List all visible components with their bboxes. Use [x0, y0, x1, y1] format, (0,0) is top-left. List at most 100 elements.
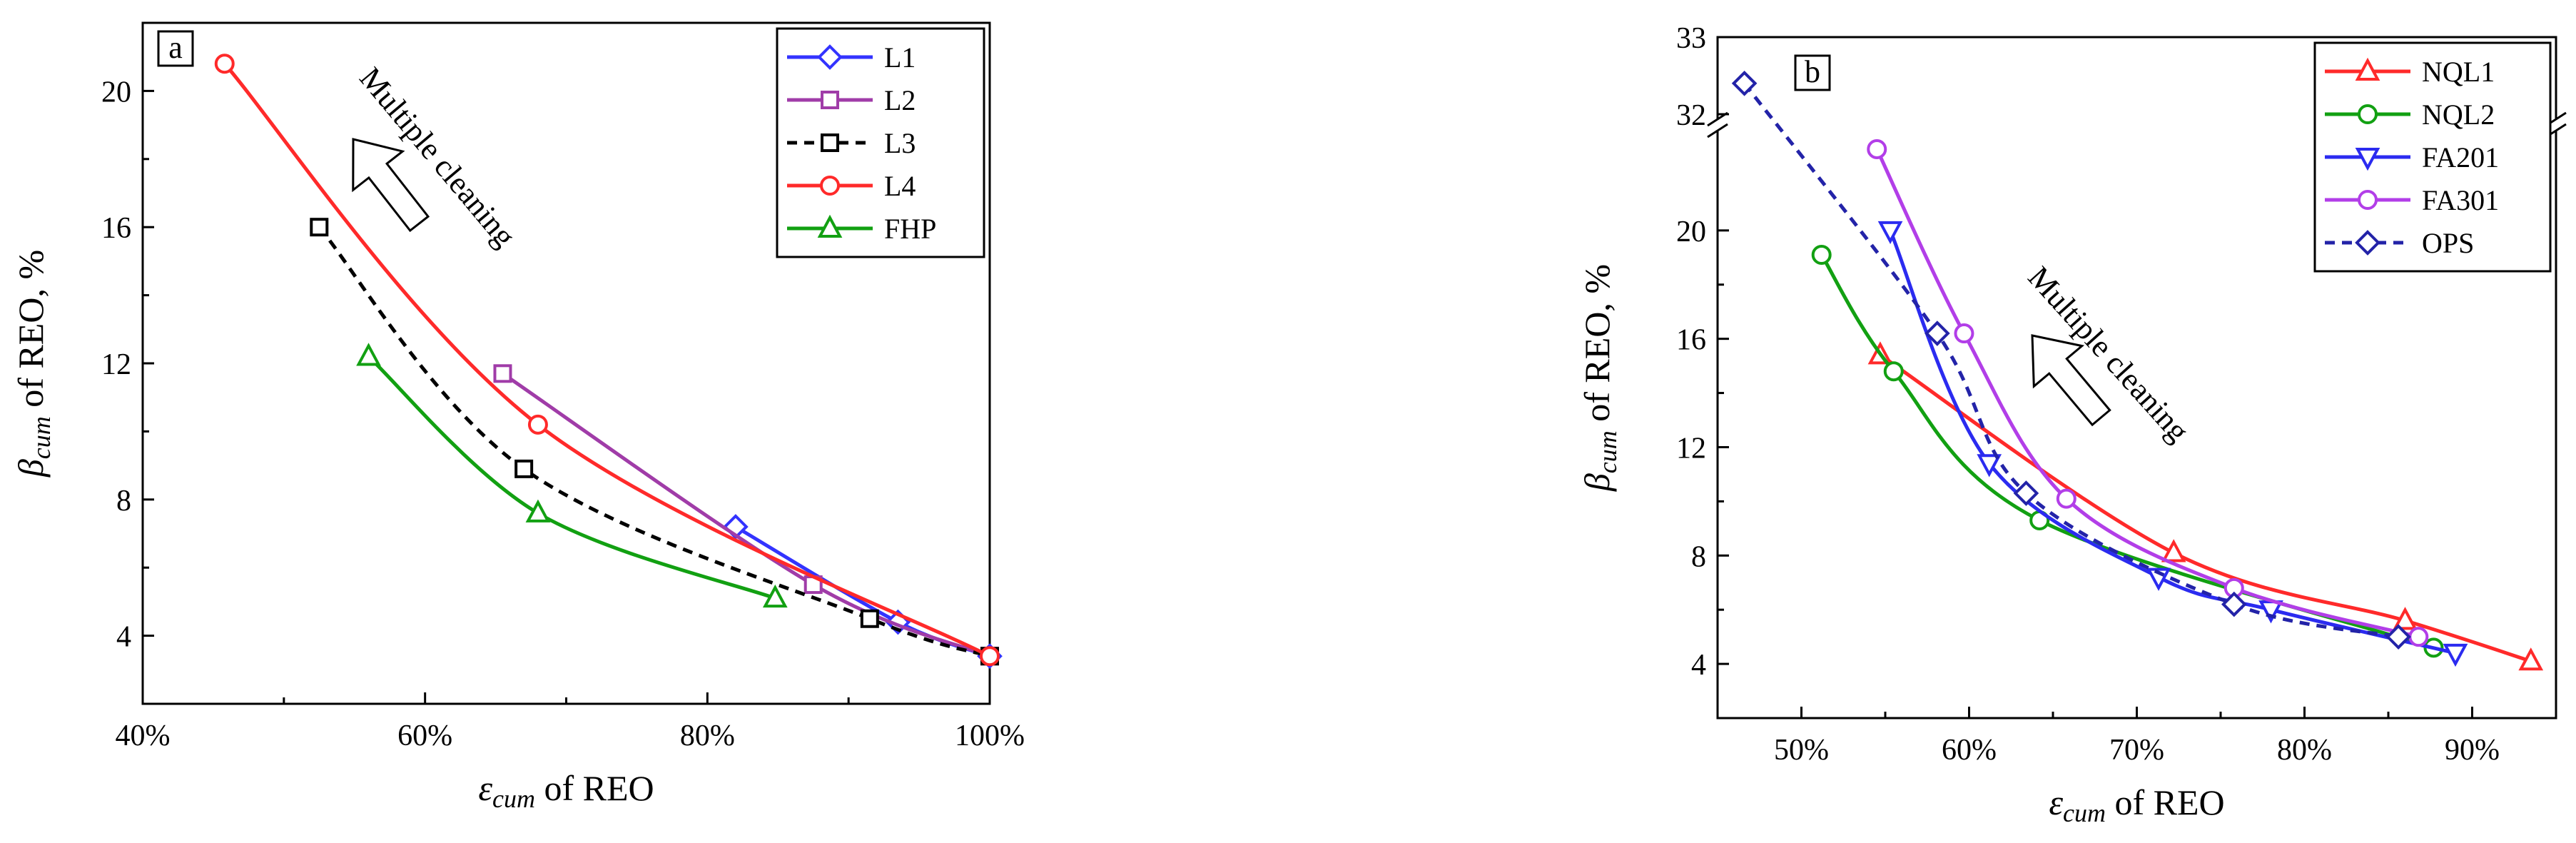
data-point: [1883, 361, 1904, 382]
arrow-shape: [352, 138, 430, 233]
data-point: [525, 499, 551, 523]
legend-marker: [2355, 148, 2380, 171]
series-line: [367, 355, 776, 600]
legend-label: L3: [884, 127, 916, 159]
data-point: [980, 646, 1000, 667]
panel-tag: b: [1805, 54, 1820, 89]
data-point: [860, 609, 879, 628]
series-nql2: [1811, 244, 2444, 658]
legend-label: L4: [884, 170, 916, 202]
legend-marker: [821, 91, 839, 109]
series-l2: [493, 364, 999, 666]
legend-label: FA301: [2422, 184, 2499, 216]
x-tick-label: 90%: [2445, 734, 2500, 767]
series-line: [1743, 82, 2399, 639]
series-line: [318, 226, 990, 658]
panel-tag-box: [1794, 54, 1831, 91]
legend-marker: [821, 133, 839, 152]
legend-marker: [2358, 190, 2378, 210]
y-tick-label: 20: [1676, 216, 1706, 248]
legend-label: L1: [884, 41, 916, 74]
x-tick-label: 40%: [116, 720, 171, 752]
legend-label: FHP: [884, 213, 936, 245]
data-point: [1731, 70, 1758, 96]
x-tick-label: 60%: [1942, 734, 1997, 767]
legend-marker: [2355, 57, 2380, 81]
annotation-arrow: [352, 138, 430, 233]
data-point: [1877, 221, 1903, 245]
series-line: [1879, 353, 2532, 663]
x-tick-label: 80%: [2277, 734, 2332, 767]
series-l3: [310, 218, 999, 666]
panel-tag: a: [168, 30, 183, 65]
data-point: [2056, 488, 2076, 509]
data-point: [2161, 539, 2186, 562]
x-axis-title-text: of REO: [535, 768, 654, 808]
legend-marker: [817, 214, 843, 238]
data-point: [2013, 480, 2039, 506]
series-fa201: [1877, 221, 2468, 667]
x-tick-label: 100%: [955, 720, 1025, 752]
y-tick-label: 8: [1691, 540, 1706, 573]
y-axis-title-symbol: β: [1577, 473, 1617, 492]
series-line: [502, 372, 990, 658]
x-axis-title: εcum of REO: [2049, 782, 2224, 827]
y-axis-title: βcum of REO, %: [11, 250, 56, 478]
legend: NQL1 NQL2 FA201 FA301 OPS: [2313, 41, 2552, 273]
data-point: [514, 459, 534, 478]
arrow-shape: [2031, 334, 2111, 427]
x-tick-label: 80%: [680, 720, 735, 752]
y-tick-label: 16: [1676, 324, 1706, 357]
y-tick-label: 16: [101, 212, 131, 245]
data-point: [2221, 591, 2247, 617]
legend-label: FA201: [2422, 141, 2499, 173]
series-line: [1888, 229, 2456, 655]
y-axis-title-subscript: cum: [27, 416, 56, 459]
data-point: [493, 364, 512, 383]
data-point: [1954, 323, 1974, 344]
legend-label: NQL1: [2422, 56, 2495, 88]
y-axis-title-symbol: β: [11, 459, 51, 478]
x-axis-title: εcum of REO: [478, 768, 654, 813]
y-tick-label: 12: [101, 348, 131, 381]
data-point: [1925, 320, 1950, 346]
x-axis-title-text: of REO: [2106, 782, 2225, 822]
legend-marker: [820, 176, 840, 196]
y-axis-title-subscript: cum: [1593, 430, 1622, 473]
y-tick-label: 4: [1691, 649, 1706, 682]
data-point: [527, 414, 548, 435]
y-axis-title-text: of REO, %: [11, 250, 51, 416]
data-point: [214, 54, 235, 74]
y-axis-title: βcum of REO, %: [1577, 264, 1622, 492]
data-point: [1977, 454, 2002, 478]
series-l4: [214, 54, 1000, 667]
legend-marker: [2358, 104, 2378, 124]
data-point: [1811, 244, 1832, 265]
x-axis-title-subscript: cum: [2063, 799, 2106, 827]
y-tick-label: 32: [1676, 99, 1706, 132]
data-point: [1867, 138, 1887, 159]
x-axis-title-symbol: ε: [478, 768, 492, 808]
legend-label: OPS: [2422, 227, 2474, 259]
legend-marker: [2355, 230, 2380, 256]
x-tick-label: 70%: [2109, 734, 2164, 767]
data-point: [2443, 643, 2468, 667]
series-fa301: [1867, 138, 2429, 647]
data-point: [2393, 607, 2418, 630]
y-tick-label: 4: [116, 621, 131, 654]
x-axis-title-symbol: ε: [2049, 782, 2063, 822]
y-tick-label: 33: [1676, 22, 1706, 55]
x-axis-title-subscript: cum: [492, 784, 535, 813]
x-tick-label: 60%: [397, 720, 452, 752]
axis-break-mark: [1707, 123, 1728, 138]
series-line: [1820, 253, 2435, 650]
data-point: [2408, 627, 2429, 647]
legend-label: L2: [884, 84, 916, 116]
legend-marker: [817, 44, 843, 70]
y-tick-label: 20: [101, 76, 131, 108]
y-tick-label: 8: [116, 485, 131, 518]
data-point: [310, 218, 329, 237]
